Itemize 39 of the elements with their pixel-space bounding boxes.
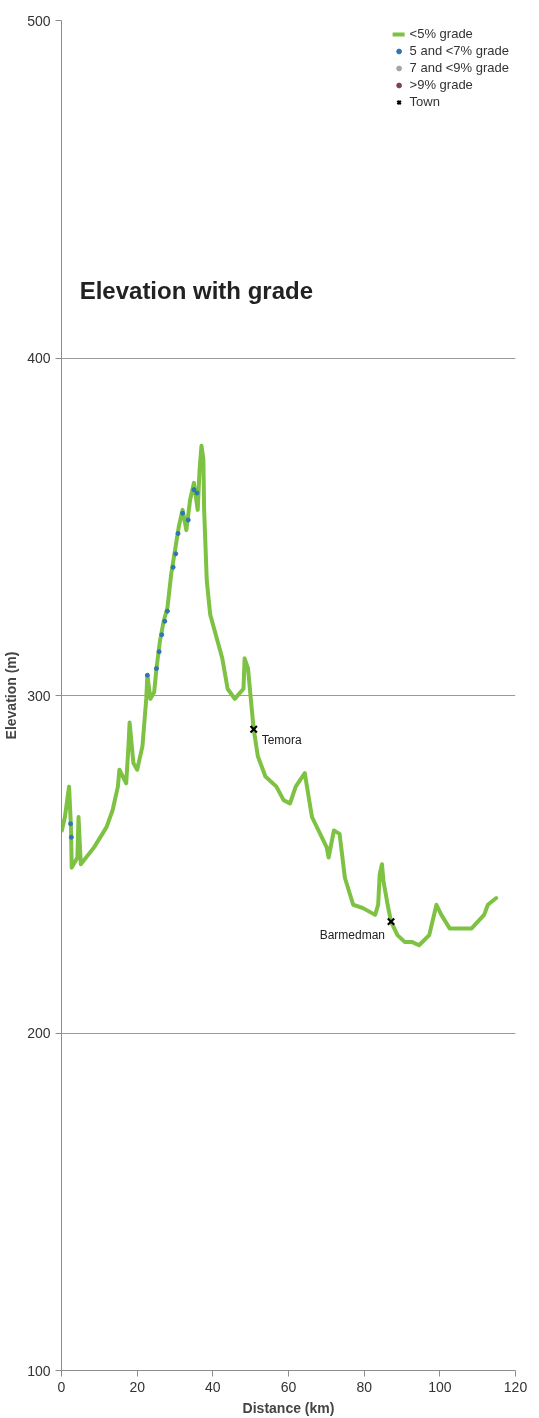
point [164, 608, 170, 614]
x-tick-label: 100 [428, 1378, 452, 1395]
point [144, 672, 150, 678]
x-tick-label: 60 [280, 1378, 297, 1395]
point [68, 834, 74, 840]
legend-label: Town [409, 94, 440, 109]
legend-label: 5 and <7% grade [409, 43, 509, 58]
point [156, 649, 162, 655]
point [175, 531, 181, 536]
point [249, 724, 258, 734]
point [68, 821, 74, 827]
point [159, 632, 165, 638]
legend-label: >9% grade [409, 77, 473, 92]
point [191, 487, 197, 493]
y-tick-label: 300 [27, 687, 51, 704]
text: Elevation with grade [79, 277, 314, 304]
point [173, 551, 179, 557]
point [180, 510, 186, 516]
point [153, 666, 159, 671]
legend-label: <5% grade [409, 26, 473, 41]
annotation: Temora [261, 733, 303, 748]
x-tick-label: 40 [205, 1378, 221, 1395]
x-axis-title: Distance (km) [242, 1399, 335, 1416]
x-tick-label: 120 [503, 1378, 528, 1395]
point [194, 490, 200, 496]
x-tick-label: 80 [356, 1378, 373, 1395]
point [185, 517, 191, 523]
x-tick-label: 20 [129, 1378, 146, 1395]
annotation: Barmedman [319, 927, 386, 942]
y-tick-label: 200 [27, 1025, 51, 1041]
legend-label: 7 and <9% grade [409, 60, 509, 75]
y-tick-label: 400 [27, 350, 51, 366]
point [170, 564, 176, 570]
y-tick-label: 500 [27, 12, 51, 29]
y-axis-title: Elevation (m) [3, 651, 20, 740]
line-series [61, 443, 499, 948]
y-tick-label: 100 [27, 1362, 51, 1379]
point [162, 618, 168, 624]
x-tick-label: 0 [57, 1378, 66, 1395]
